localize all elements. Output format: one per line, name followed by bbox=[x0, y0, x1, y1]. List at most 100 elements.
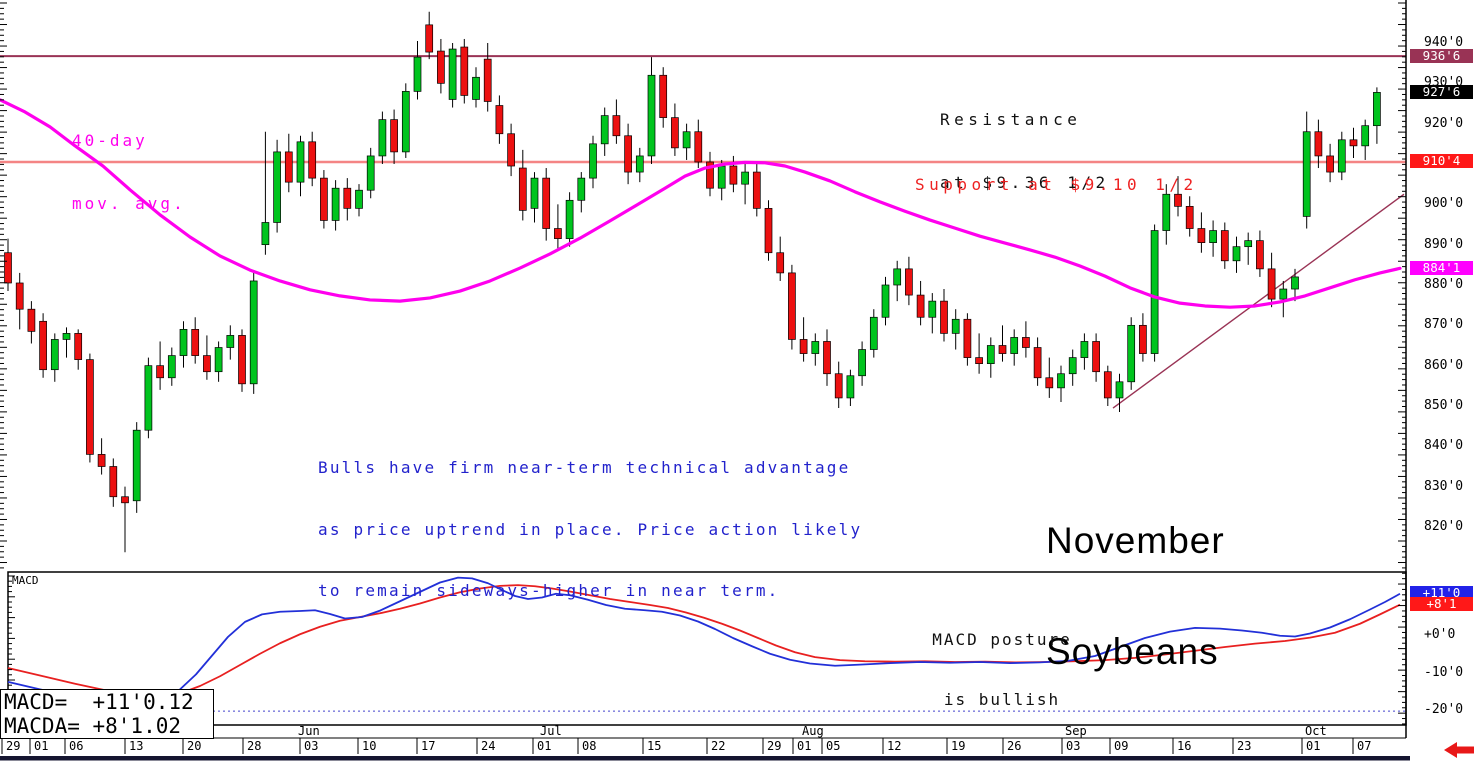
date-tick-label: 08 bbox=[582, 739, 597, 753]
price-tick-label: 940'0 bbox=[1424, 35, 1464, 50]
candle-body bbox=[1010, 337, 1019, 354]
candle-body bbox=[788, 272, 796, 340]
candle-body bbox=[1197, 228, 1206, 243]
date-tick-label: 23 bbox=[1237, 739, 1252, 753]
candle-body bbox=[495, 105, 504, 135]
date-tick-label: 01 bbox=[1306, 739, 1321, 753]
month-label: Oct bbox=[1305, 724, 1327, 738]
candle-body bbox=[1127, 324, 1136, 383]
date-tick-label: 01 bbox=[797, 739, 812, 753]
candle-body bbox=[167, 355, 176, 379]
candle-body bbox=[1244, 240, 1253, 248]
macd-badge: +8'1 bbox=[1410, 596, 1473, 611]
candle-body bbox=[1232, 246, 1241, 262]
candle-body bbox=[238, 335, 246, 385]
candle-body bbox=[109, 466, 118, 498]
month-label: Aug bbox=[802, 724, 824, 738]
date-tick-label: 24 bbox=[481, 739, 496, 753]
candle-body bbox=[448, 48, 457, 100]
candle-body bbox=[717, 165, 726, 189]
candle-body bbox=[284, 151, 293, 183]
date-tick-label: 28 bbox=[247, 739, 262, 753]
candle-body bbox=[741, 171, 749, 185]
candle-body bbox=[963, 318, 972, 358]
candle-body bbox=[1080, 341, 1089, 358]
macd-posture-line1: MACD posture bbox=[932, 630, 1072, 649]
resistance-label: Resistance at $9.36 1/2 bbox=[940, 67, 1110, 235]
contract-title: November Soybeans bbox=[1046, 448, 1225, 744]
candle-body bbox=[214, 347, 223, 373]
candle-body bbox=[554, 228, 562, 239]
candle-body bbox=[343, 187, 352, 209]
candle-body bbox=[1033, 347, 1042, 379]
candle-body bbox=[635, 155, 644, 173]
candle-body bbox=[776, 252, 785, 274]
candle-body bbox=[1092, 341, 1100, 373]
candle-body bbox=[191, 329, 200, 356]
candle-body bbox=[261, 222, 270, 246]
price-tick-label: 860'0 bbox=[1424, 357, 1464, 373]
candle-body bbox=[144, 365, 153, 431]
commentary-line2: as price uptrend in place. Price action … bbox=[318, 519, 863, 539]
candle-body bbox=[1361, 125, 1370, 147]
price-tick-label: 820'0 bbox=[1424, 518, 1464, 534]
date-tick-label: 16 bbox=[1177, 739, 1192, 753]
candle-body bbox=[1162, 193, 1171, 231]
macd-panel-label: MACD bbox=[12, 574, 39, 587]
candle-body bbox=[472, 76, 480, 100]
price-tick-label: 870'0 bbox=[1424, 317, 1464, 333]
date-tick-label: 20 bbox=[187, 739, 202, 753]
candle-body bbox=[296, 141, 305, 183]
price-badge: 910'4 bbox=[1410, 154, 1473, 169]
candle-body bbox=[273, 151, 281, 223]
candle-body bbox=[928, 300, 937, 318]
price-badge: 884'1 bbox=[1410, 260, 1473, 275]
date-tick-label: 13 bbox=[129, 739, 144, 753]
candle-body bbox=[249, 280, 258, 385]
candle-body bbox=[1045, 377, 1054, 389]
candle-body bbox=[331, 187, 340, 221]
candle-body bbox=[1209, 230, 1217, 243]
date-tick-label: 03 bbox=[304, 739, 319, 753]
candle-body bbox=[1139, 324, 1147, 354]
candle-body bbox=[1279, 288, 1288, 300]
candle-body bbox=[916, 294, 925, 318]
candle-body bbox=[846, 375, 855, 399]
price-badge: 927'6 bbox=[1410, 84, 1473, 99]
commentary-line3: to remain sideways-higher in near term. bbox=[318, 581, 780, 600]
candle-body bbox=[507, 133, 515, 167]
candle-body bbox=[460, 46, 469, 96]
candle-body bbox=[355, 189, 363, 209]
candle-body bbox=[682, 131, 691, 149]
candle-body bbox=[1267, 268, 1276, 300]
candle-body bbox=[320, 177, 328, 221]
candle-body bbox=[401, 91, 410, 153]
candle-body bbox=[694, 131, 703, 163]
candle-body bbox=[179, 329, 188, 356]
candle-body bbox=[50, 339, 59, 371]
candle-body bbox=[1174, 193, 1182, 207]
ma-label: 40-day mov. avg. bbox=[72, 88, 186, 256]
month-label: Jun bbox=[298, 724, 320, 738]
price-tick-label: 840'0 bbox=[1424, 438, 1464, 454]
price-tick-label: 830'0 bbox=[1424, 478, 1464, 494]
candle-body bbox=[612, 115, 621, 137]
candle-body bbox=[893, 268, 902, 286]
candle-body bbox=[1185, 205, 1194, 229]
contract-title-line1: November bbox=[1046, 520, 1225, 561]
date-tick-label: 12 bbox=[887, 739, 902, 753]
date-tick-label: 22 bbox=[711, 739, 726, 753]
uptrend-line bbox=[1112, 193, 1405, 409]
moving-average-line bbox=[0, 98, 1402, 309]
date-tick-label: 17 bbox=[421, 739, 436, 753]
commentary-annotation: Bulls have firm near-term technical adva… bbox=[318, 417, 862, 643]
candle-body bbox=[1103, 371, 1112, 399]
date-tick-label: 26 bbox=[1007, 739, 1022, 753]
support-label: Support at $9.10 1/2 bbox=[915, 175, 1198, 194]
ma-label-line1: 40-day bbox=[72, 131, 148, 150]
date-tick-label: 03 bbox=[1066, 739, 1081, 753]
scroll-left-arrow-icon[interactable] bbox=[1444, 742, 1474, 758]
candle-body bbox=[671, 117, 679, 149]
candle-body bbox=[27, 308, 36, 332]
candle-body bbox=[858, 349, 866, 377]
